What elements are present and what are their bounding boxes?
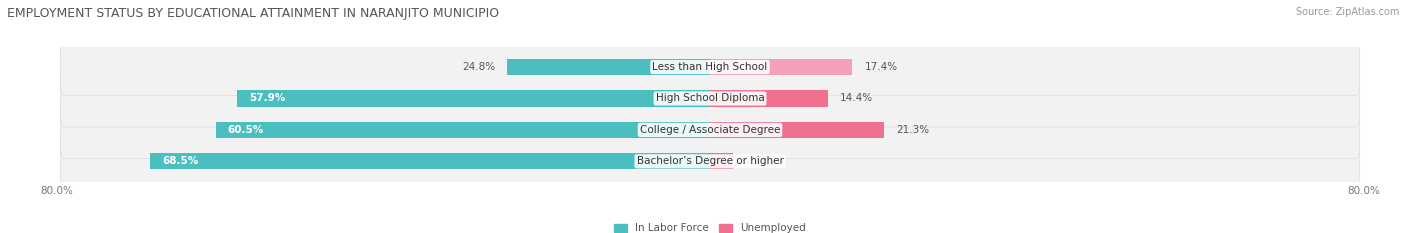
Text: 57.9%: 57.9% bbox=[249, 93, 285, 103]
Text: 21.3%: 21.3% bbox=[897, 125, 929, 135]
Text: Bachelor’s Degree or higher: Bachelor’s Degree or higher bbox=[637, 156, 783, 166]
Bar bbox=[710, 90, 828, 107]
FancyBboxPatch shape bbox=[60, 70, 1360, 127]
Text: 17.4%: 17.4% bbox=[865, 62, 897, 72]
FancyBboxPatch shape bbox=[60, 133, 1360, 190]
Bar bbox=[150, 153, 710, 169]
Text: 2.8%: 2.8% bbox=[745, 156, 772, 166]
Bar bbox=[710, 153, 733, 169]
FancyBboxPatch shape bbox=[60, 133, 1360, 190]
Text: High School Diploma: High School Diploma bbox=[655, 93, 765, 103]
FancyBboxPatch shape bbox=[60, 38, 1360, 96]
Text: 14.4%: 14.4% bbox=[839, 93, 873, 103]
FancyBboxPatch shape bbox=[60, 70, 1360, 127]
Text: 60.5%: 60.5% bbox=[228, 125, 264, 135]
Bar bbox=[236, 90, 710, 107]
Legend: In Labor Force, Unemployed: In Labor Force, Unemployed bbox=[614, 223, 806, 233]
Text: College / Associate Degree: College / Associate Degree bbox=[640, 125, 780, 135]
Bar bbox=[215, 122, 710, 138]
Text: Source: ZipAtlas.com: Source: ZipAtlas.com bbox=[1295, 7, 1399, 17]
Text: 24.8%: 24.8% bbox=[463, 62, 495, 72]
Bar bbox=[508, 59, 710, 75]
Bar bbox=[710, 59, 852, 75]
FancyBboxPatch shape bbox=[60, 101, 1360, 158]
Text: 68.5%: 68.5% bbox=[163, 156, 198, 166]
FancyBboxPatch shape bbox=[60, 101, 1360, 158]
FancyBboxPatch shape bbox=[60, 38, 1360, 96]
Text: EMPLOYMENT STATUS BY EDUCATIONAL ATTAINMENT IN NARANJITO MUNICIPIO: EMPLOYMENT STATUS BY EDUCATIONAL ATTAINM… bbox=[7, 7, 499, 20]
Text: Less than High School: Less than High School bbox=[652, 62, 768, 72]
Bar bbox=[710, 122, 884, 138]
